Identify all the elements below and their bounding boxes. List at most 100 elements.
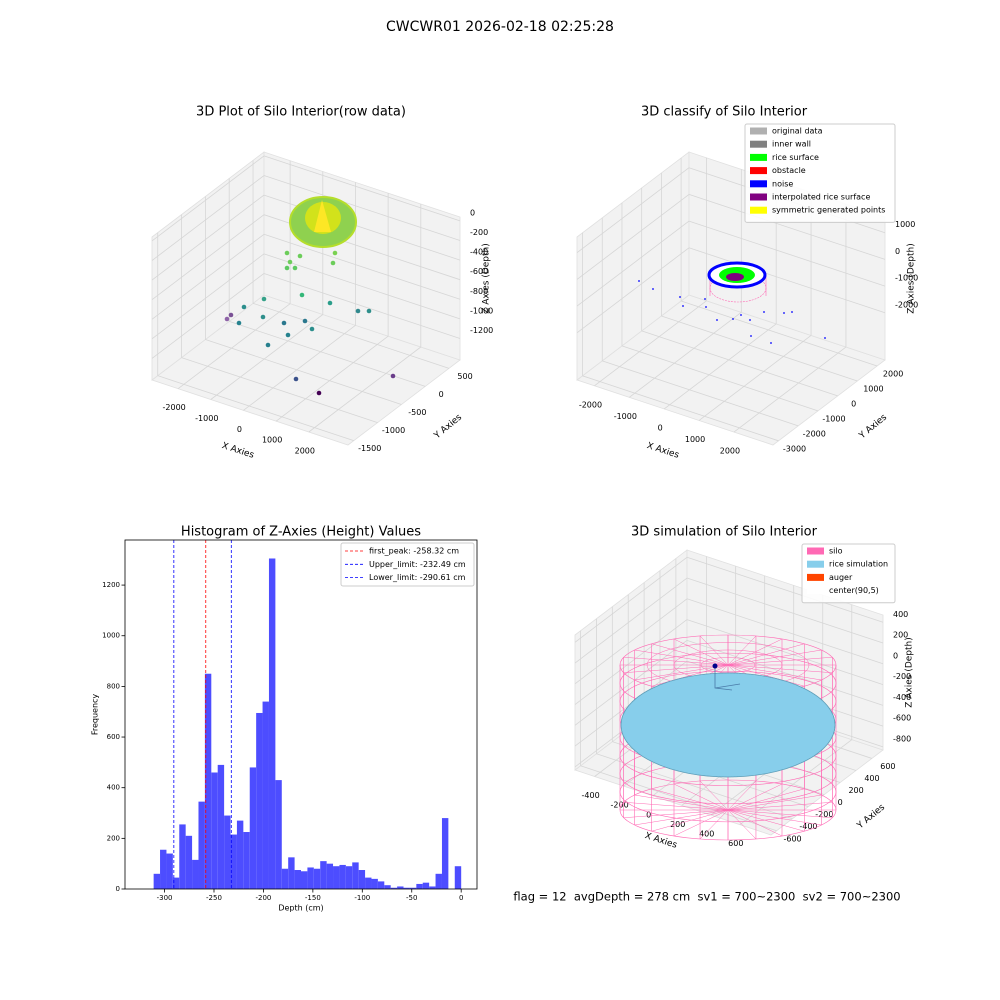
x-tick-label: -300 (157, 894, 173, 902)
x-tick-label: -400 (582, 791, 600, 800)
grid-line (151, 233, 265, 320)
z-axis-label: Z Axies (Depth) (907, 243, 917, 314)
grid-line (263, 155, 461, 222)
bar (365, 877, 372, 889)
x-tick-label: -2000 (579, 400, 602, 409)
y-tick-label: 0 (851, 399, 856, 408)
silo-wire (623, 801, 729, 811)
x-tick-label: 1000 (262, 436, 282, 445)
legend-box (801, 543, 896, 604)
silo-wire (727, 780, 757, 811)
legend-label: rice surface (772, 153, 819, 162)
x-tick-label: -250 (206, 894, 222, 902)
chart-title: 3D classify of Silo Interior (641, 105, 808, 120)
grid-line (263, 273, 461, 339)
legend: silo rice simulation auger center(90,5) (801, 543, 896, 604)
z-tick-label: -2000 (895, 300, 918, 309)
grid-line (641, 330, 838, 397)
y-tick-label: 400 (107, 784, 120, 792)
z-tick-label: -1000 (470, 306, 493, 315)
bar (422, 882, 430, 889)
grid-line (574, 577, 688, 664)
rice-surface (620, 672, 836, 778)
point (309, 326, 315, 332)
z-tick-label: -800 (470, 287, 488, 296)
z-tick-label: 1000 (895, 220, 915, 229)
bar (262, 701, 269, 889)
grid-line (151, 155, 265, 242)
y-tick-label: 1200 (102, 581, 120, 589)
bar (198, 801, 205, 889)
x-tick-label: 200 (670, 820, 685, 829)
legend-label: interpolated rice surface (772, 193, 870, 202)
point (327, 300, 333, 306)
y-tick-label: 200 (848, 786, 863, 795)
silo-wire (727, 809, 805, 832)
legend: original data inner wall rice surface obsta… (744, 123, 896, 223)
y-tick-label: -3000 (783, 444, 806, 453)
x-tick-label: -50 (406, 894, 417, 902)
point (265, 342, 271, 348)
grid-line (582, 375, 779, 442)
x-tick-label: -100 (354, 894, 370, 902)
legend-swatch (807, 573, 824, 581)
grid-line (574, 640, 688, 726)
x-tick-label: -1000 (614, 412, 637, 421)
grid-line (602, 360, 799, 427)
legend-box (340, 542, 475, 587)
bar (352, 862, 359, 889)
auger-tip (712, 663, 718, 669)
bar (281, 868, 289, 889)
bar (268, 558, 276, 889)
y-axis-label: Frequency (91, 694, 100, 736)
grid-line (243, 325, 356, 411)
grid-line (263, 233, 461, 300)
grid-line (151, 194, 265, 281)
grid-line (252, 302, 450, 369)
silo-wire (634, 794, 729, 811)
grid-line (661, 315, 858, 382)
z-tick-label: 200 (893, 631, 908, 640)
y-tick-label: 0 (439, 390, 444, 399)
x-axis-label: X Axies (643, 831, 678, 851)
bar (249, 767, 257, 889)
bar (384, 885, 391, 889)
bar (441, 818, 449, 889)
legend-label: rice simulation (829, 560, 888, 569)
legend-label: center(90,5) (829, 586, 879, 595)
point (299, 292, 305, 298)
y-tick-label: -200 (815, 810, 833, 819)
point (791, 311, 793, 313)
point (285, 332, 291, 338)
chart-title: 3D simulation of Silo Interior (631, 525, 818, 540)
legend-swatch (750, 180, 767, 188)
point (716, 319, 718, 321)
bar (211, 772, 218, 889)
y-tick-label: 200 (107, 834, 120, 842)
y-axis-label: Y Axies (857, 412, 889, 441)
bar (339, 864, 346, 889)
point (704, 298, 706, 300)
z-tick-label: 0 (893, 651, 898, 660)
x-tick-label: 0 (237, 425, 242, 434)
bar (390, 887, 398, 889)
silo-wire (623, 809, 729, 819)
legend-label: inner wall (772, 140, 811, 149)
point (679, 296, 681, 298)
silo-wire (727, 809, 822, 826)
z-axis-label: Z Axies (Depth) (482, 243, 492, 314)
silo-wire (727, 809, 783, 837)
bar (371, 878, 378, 889)
y-tick-label: -400 (799, 822, 817, 831)
grid-line (574, 598, 688, 685)
grid-line (629, 312, 742, 398)
point (297, 253, 303, 259)
silo-wire (727, 809, 833, 819)
grid-line (308, 346, 422, 433)
silo-wire (651, 788, 729, 811)
y-axis-label: Y Axies (432, 412, 464, 441)
bar (243, 832, 250, 889)
y-tick-label: 600 (107, 733, 120, 741)
bar (256, 712, 263, 889)
y-tick-label: 0 (116, 885, 120, 893)
